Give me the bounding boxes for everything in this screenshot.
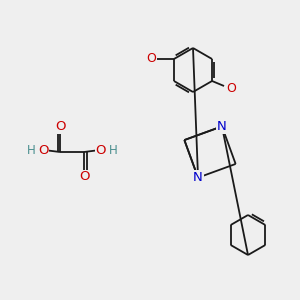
Text: O: O: [146, 52, 156, 65]
Text: O: O: [79, 170, 89, 184]
Text: H: H: [27, 143, 35, 157]
Text: O: O: [226, 82, 236, 95]
Text: O: O: [55, 121, 65, 134]
Text: N: N: [217, 120, 227, 133]
Text: O: O: [95, 143, 106, 157]
Text: O: O: [38, 143, 49, 157]
Text: N: N: [193, 171, 203, 184]
Text: H: H: [109, 143, 117, 157]
